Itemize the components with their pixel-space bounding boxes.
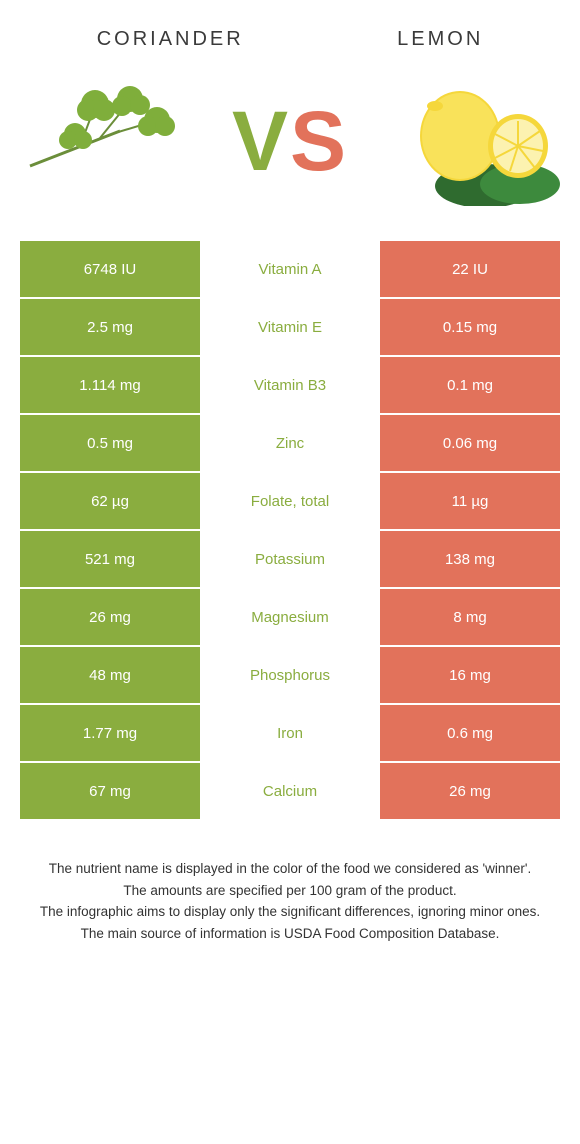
header: Coriander Lemon [0,0,580,61]
left-value: 67 mg [20,763,200,819]
left-value: 62 µg [20,473,200,529]
left-value: 1.114 mg [20,357,200,413]
right-value: 11 µg [380,473,560,529]
footnote-line: The infographic aims to display only the… [30,902,550,922]
right-value: 138 mg [380,531,560,587]
nutrient-label: Vitamin A [200,241,380,297]
left-value: 521 mg [20,531,200,587]
table-row: 2.5 mgVitamin E0.15 mg [20,299,560,355]
vs-row: VS [0,61,580,241]
right-value: 0.6 mg [380,705,560,761]
left-food-title: Coriander [97,28,244,51]
right-value: 22 IU [380,241,560,297]
nutrient-label: Potassium [200,531,380,587]
vs-label: VS [232,93,348,190]
nutrient-label: Vitamin E [200,299,380,355]
right-value: 26 mg [380,763,560,819]
footnote-line: The nutrient name is displayed in the co… [30,859,550,879]
footnote-line: The amounts are specified per 100 gram o… [30,881,550,901]
nutrient-label: Zinc [200,415,380,471]
left-value: 2.5 mg [20,299,200,355]
table-row: 1.114 mgVitamin B30.1 mg [20,357,560,413]
table-row: 0.5 mgZinc0.06 mg [20,415,560,471]
nutrient-label: Iron [200,705,380,761]
nutrient-label: Vitamin B3 [200,357,380,413]
nutrient-label: Calcium [200,763,380,819]
table-row: 48 mgPhosphorus16 mg [20,647,560,703]
footnote-line: The main source of information is USDA F… [30,924,550,944]
right-value: 0.15 mg [380,299,560,355]
right-value: 16 mg [380,647,560,703]
right-food-title: Lemon [397,28,483,51]
footnotes: The nutrient name is displayed in the co… [30,859,550,943]
left-value: 6748 IU [20,241,200,297]
lemon-image [390,71,560,211]
right-value: 8 mg [380,589,560,645]
table-row: 26 mgMagnesium8 mg [20,589,560,645]
comparison-table: 6748 IUVitamin A22 IU2.5 mgVitamin E0.15… [20,241,560,819]
left-value: 1.77 mg [20,705,200,761]
left-value: 0.5 mg [20,415,200,471]
table-row: 67 mgCalcium26 mg [20,763,560,819]
nutrient-label: Magnesium [200,589,380,645]
nutrient-label: Folate, total [200,473,380,529]
right-value: 0.06 mg [380,415,560,471]
right-value: 0.1 mg [380,357,560,413]
left-value: 48 mg [20,647,200,703]
infographic-container: Coriander Lemon VS [0,0,580,943]
coriander-image [20,71,190,211]
table-row: 1.77 mgIron0.6 mg [20,705,560,761]
nutrient-label: Phosphorus [200,647,380,703]
table-row: 521 mgPotassium138 mg [20,531,560,587]
vs-v: V [232,94,290,188]
vs-s: S [290,94,348,188]
table-row: 62 µgFolate, total11 µg [20,473,560,529]
left-value: 26 mg [20,589,200,645]
table-row: 6748 IUVitamin A22 IU [20,241,560,297]
